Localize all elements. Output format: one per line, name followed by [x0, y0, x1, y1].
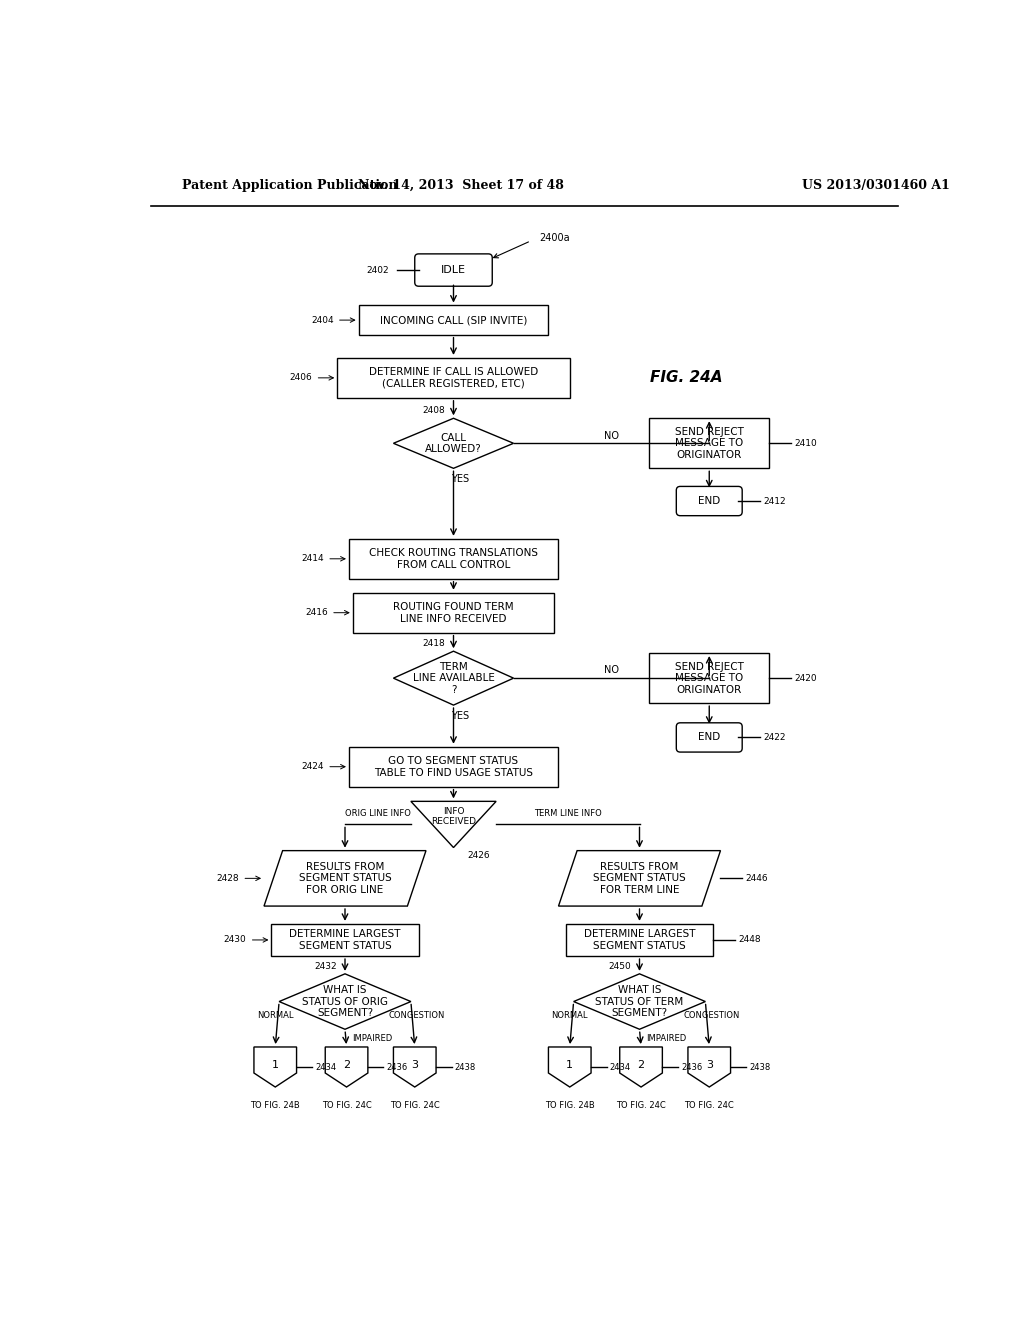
Polygon shape — [393, 651, 514, 705]
Text: 2408: 2408 — [423, 407, 445, 414]
Text: TO FIG. 24C: TO FIG. 24C — [322, 1101, 372, 1110]
Text: Patent Application Publication: Patent Application Publication — [182, 178, 397, 191]
Text: 2: 2 — [638, 1060, 645, 1071]
Text: INFO
RECEIVED: INFO RECEIVED — [431, 807, 476, 826]
Text: 2416: 2416 — [305, 609, 328, 618]
Polygon shape — [558, 850, 721, 906]
Text: RESULTS FROM
SEGMENT STATUS
FOR ORIG LINE: RESULTS FROM SEGMENT STATUS FOR ORIG LIN… — [299, 862, 391, 895]
Text: RESULTS FROM
SEGMENT STATUS
FOR TERM LINE: RESULTS FROM SEGMENT STATUS FOR TERM LIN… — [593, 862, 686, 895]
Text: ORIG LINE INFO: ORIG LINE INFO — [345, 809, 411, 818]
Bar — [352, 593, 554, 632]
Text: CHECK ROUTING TRANSLATIONS
FROM CALL CONTROL: CHECK ROUTING TRANSLATIONS FROM CALL CON… — [369, 548, 538, 570]
Text: 2402: 2402 — [367, 265, 389, 275]
FancyBboxPatch shape — [415, 253, 493, 286]
Text: 2412: 2412 — [763, 496, 785, 506]
Text: 1: 1 — [271, 1060, 279, 1071]
Bar — [337, 358, 569, 397]
Text: 2418: 2418 — [423, 639, 445, 648]
Text: CONGESTION: CONGESTION — [389, 1011, 445, 1020]
Polygon shape — [688, 1047, 730, 1088]
Text: 2438: 2438 — [455, 1063, 476, 1072]
Polygon shape — [254, 1047, 297, 1088]
Bar — [349, 539, 558, 579]
Text: 2: 2 — [343, 1060, 350, 1071]
Text: YES: YES — [451, 711, 469, 721]
Text: YES: YES — [451, 474, 469, 484]
Text: 2410: 2410 — [795, 438, 817, 447]
Text: 3: 3 — [412, 1060, 418, 1071]
Text: SEND REJECT
MESSAGE TO
ORIGINATOR: SEND REJECT MESSAGE TO ORIGINATOR — [675, 426, 743, 459]
Text: SEND REJECT
MESSAGE TO
ORIGINATOR: SEND REJECT MESSAGE TO ORIGINATOR — [675, 661, 743, 694]
Polygon shape — [393, 1047, 436, 1088]
Text: 2436: 2436 — [681, 1063, 702, 1072]
Text: 2422: 2422 — [763, 733, 785, 742]
Text: ROUTING FOUND TERM
LINE INFO RECEIVED: ROUTING FOUND TERM LINE INFO RECEIVED — [393, 602, 514, 623]
Text: IDLE: IDLE — [441, 265, 466, 275]
Text: NORMAL: NORMAL — [552, 1011, 588, 1020]
Text: 2436: 2436 — [386, 1063, 408, 1072]
Text: END: END — [698, 733, 720, 742]
Text: 2426: 2426 — [467, 851, 490, 859]
FancyBboxPatch shape — [676, 723, 742, 752]
Text: TO FIG. 24C: TO FIG. 24C — [390, 1101, 439, 1110]
Text: IMPAIRED: IMPAIRED — [646, 1034, 687, 1043]
Bar — [271, 924, 419, 956]
Text: NO: NO — [604, 430, 618, 441]
Text: 2446: 2446 — [745, 874, 768, 883]
Text: FIG. 24A: FIG. 24A — [650, 371, 722, 385]
Text: NORMAL: NORMAL — [257, 1011, 294, 1020]
Text: GO TO SEGMENT STATUS
TABLE TO FIND USAGE STATUS: GO TO SEGMENT STATUS TABLE TO FIND USAGE… — [374, 756, 534, 777]
Text: DETERMINE IF CALL IS ALLOWED
(CALLER REGISTERED, ETC): DETERMINE IF CALL IS ALLOWED (CALLER REG… — [369, 367, 539, 388]
Text: NO: NO — [604, 665, 618, 676]
Text: 2434: 2434 — [609, 1063, 631, 1072]
Text: US 2013/0301460 A1: US 2013/0301460 A1 — [802, 178, 950, 191]
Text: 3: 3 — [706, 1060, 713, 1071]
Text: 2420: 2420 — [795, 673, 817, 682]
Polygon shape — [326, 1047, 368, 1088]
Text: DETERMINE LARGEST
SEGMENT STATUS: DETERMINE LARGEST SEGMENT STATUS — [584, 929, 695, 950]
Polygon shape — [411, 801, 496, 847]
Polygon shape — [549, 1047, 591, 1088]
Text: 2424: 2424 — [302, 762, 324, 771]
Bar — [358, 305, 549, 335]
Text: END: END — [698, 496, 720, 506]
Text: 1: 1 — [566, 1060, 573, 1071]
Bar — [349, 747, 558, 787]
Text: TO FIG. 24C: TO FIG. 24C — [684, 1101, 734, 1110]
Text: 2414: 2414 — [301, 554, 324, 564]
Text: 2434: 2434 — [315, 1063, 336, 1072]
Bar — [566, 924, 713, 956]
Bar — [649, 418, 769, 469]
Text: TO FIG. 24C: TO FIG. 24C — [616, 1101, 666, 1110]
Text: TERM LINE INFO: TERM LINE INFO — [534, 809, 602, 818]
Text: 2404: 2404 — [311, 315, 334, 325]
Text: INCOMING CALL (SIP INVITE): INCOMING CALL (SIP INVITE) — [380, 315, 527, 325]
Polygon shape — [393, 418, 514, 469]
Polygon shape — [620, 1047, 663, 1088]
Polygon shape — [573, 974, 706, 1030]
Bar — [649, 653, 769, 704]
Text: 2428: 2428 — [217, 874, 240, 883]
Polygon shape — [264, 850, 426, 906]
Text: 2400a: 2400a — [539, 232, 569, 243]
Text: 2430: 2430 — [224, 936, 247, 944]
Text: TERM
LINE AVAILABLE
?: TERM LINE AVAILABLE ? — [413, 661, 495, 694]
Text: CALL
ALLOWED?: CALL ALLOWED? — [425, 433, 482, 454]
Text: 2406: 2406 — [290, 374, 312, 383]
Text: TO FIG. 24B: TO FIG. 24B — [251, 1101, 300, 1110]
Text: Nov. 14, 2013  Sheet 17 of 48: Nov. 14, 2013 Sheet 17 of 48 — [358, 178, 564, 191]
Text: CONGESTION: CONGESTION — [683, 1011, 739, 1020]
Text: 2448: 2448 — [738, 936, 761, 944]
Polygon shape — [280, 974, 411, 1030]
Text: DETERMINE LARGEST
SEGMENT STATUS: DETERMINE LARGEST SEGMENT STATUS — [289, 929, 400, 950]
Text: WHAT IS
STATUS OF TERM
SEGMENT?: WHAT IS STATUS OF TERM SEGMENT? — [595, 985, 684, 1018]
FancyBboxPatch shape — [676, 487, 742, 516]
Text: WHAT IS
STATUS OF ORIG
SEGMENT?: WHAT IS STATUS OF ORIG SEGMENT? — [302, 985, 388, 1018]
Text: 2450: 2450 — [608, 962, 632, 970]
Text: 2432: 2432 — [314, 962, 337, 970]
Text: TO FIG. 24B: TO FIG. 24B — [545, 1101, 595, 1110]
Text: IMPAIRED: IMPAIRED — [352, 1034, 392, 1043]
Text: 2438: 2438 — [750, 1063, 770, 1072]
